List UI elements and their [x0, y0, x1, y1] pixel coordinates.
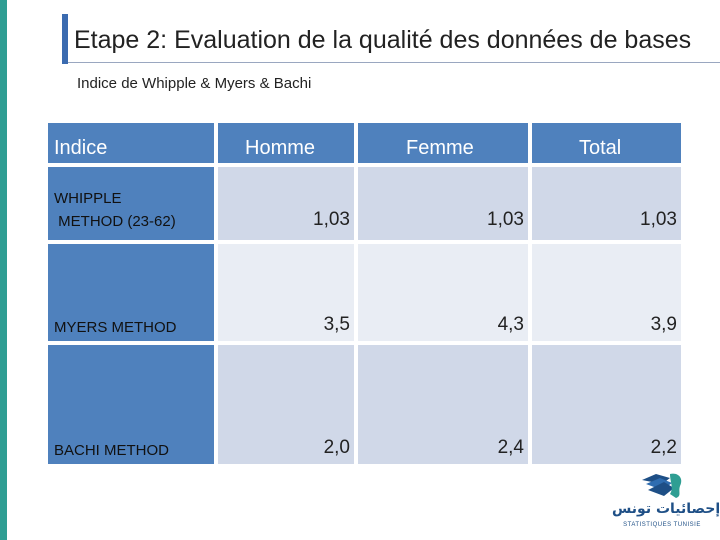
row-label-whipple: WHIPPLE METHOD (23-62): [48, 167, 214, 240]
row-label-bachi: BACHI METHOD: [48, 345, 214, 464]
statistiques-tunisie-logo: إحصائيات تونس STATISTIQUES TUNISIE: [612, 468, 720, 536]
cell-whipple-homme: 1,03: [218, 167, 354, 240]
logo-emblem-icon: [642, 473, 682, 498]
cell-whipple-total: 1,03: [532, 167, 681, 240]
cell-myers-homme: 3,5: [218, 244, 354, 341]
left-accent-rule: [0, 0, 7, 540]
row-label-myers: MYERS METHOD: [48, 244, 214, 341]
slide-subtitle: Indice de Whipple & Myers & Bachi: [77, 75, 312, 92]
slide-title: Etape 2: Evaluation de la qualité des do…: [74, 26, 692, 54]
cell-bachi-total: 2,2: [532, 345, 681, 464]
logo-latin-text: STATISTIQUES TUNISIE: [623, 522, 701, 528]
header-indice: Indice: [48, 123, 214, 163]
cell-myers-total: 3,9: [532, 244, 681, 341]
cell-bachi-femme: 2,4: [358, 345, 528, 464]
title-underline: [68, 62, 720, 63]
header-femme: Femme: [358, 123, 528, 163]
title-accent-bar: [62, 14, 68, 64]
cell-bachi-homme: 2,0: [218, 345, 354, 464]
cell-whipple-femme: 1,03: [358, 167, 528, 240]
header-total: Total: [532, 123, 681, 163]
logo-arabic-text: إحصائيات تونس: [612, 501, 720, 517]
cell-myers-femme: 4,3: [358, 244, 528, 341]
indices-table: Indice Homme Femme Total WHIPPLE METHOD …: [48, 123, 681, 464]
header-homme: Homme: [218, 123, 354, 163]
